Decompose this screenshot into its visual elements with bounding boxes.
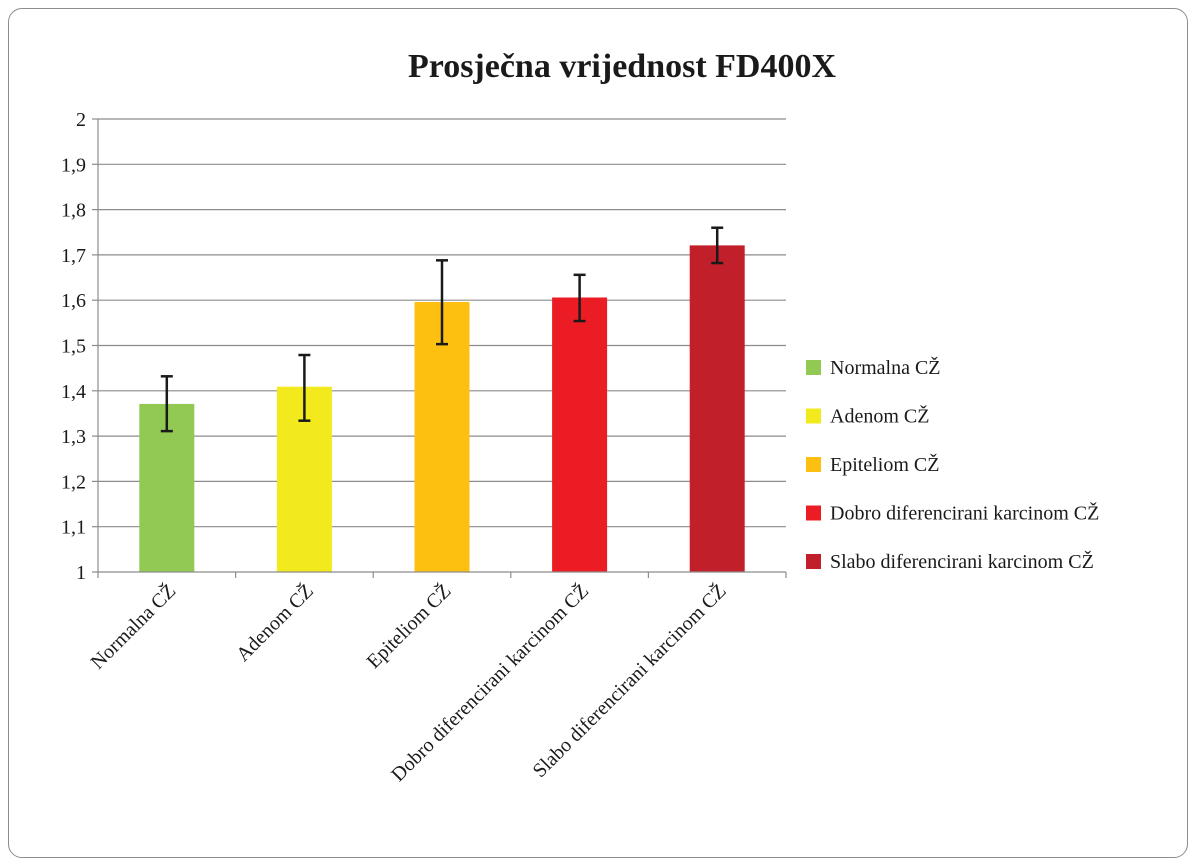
error-bars (160, 226, 724, 433)
legend-item: Epiteliom CŽ (806, 453, 939, 476)
legend-label: Epiteliom CŽ (830, 453, 939, 476)
error-bar (298, 353, 311, 422)
legend-label: Slabo diferencirani karcinom CŽ (830, 550, 1094, 573)
error-bar (573, 273, 586, 323)
axes (97, 119, 787, 578)
legend-swatch (806, 554, 821, 569)
legend-label: Normalna CŽ (830, 356, 941, 379)
error-bar (160, 375, 173, 433)
legend-item: Normalna CŽ (806, 356, 941, 379)
y-tick-label: 1,7 (61, 245, 86, 267)
legend-item: Dobro diferencirani karcinom CŽ (806, 502, 1099, 525)
error-bar (436, 259, 448, 346)
y-tick-label: 1,8 (61, 200, 86, 222)
y-tick-label: 1,9 (61, 154, 86, 176)
x-tick-label: Adenom CŽ (231, 579, 318, 666)
bar (689, 245, 745, 572)
y-tick-label: 1,5 (61, 336, 86, 358)
x-tick-label: Epiteliom CŽ (362, 579, 456, 673)
y-tick-label: 1,2 (61, 471, 86, 493)
legend-swatch (806, 505, 821, 521)
legend-item: Slabo diferencirani karcinom CŽ (806, 550, 1094, 573)
y-axis-ticks: 1 1,1 1,2 1,3 1,4 1,5 1,6 1,7 1,8 1,9 2 (61, 109, 98, 584)
legend-swatch (806, 360, 821, 375)
x-tick-label: Normalna CŽ (86, 579, 180, 673)
legend-label: Dobro diferencirani karcinom CŽ (830, 502, 1099, 525)
bars (139, 245, 745, 572)
chart-title: Prosječna vrijednost FD400X (408, 48, 837, 85)
error-bar (711, 226, 724, 265)
bar (414, 302, 470, 572)
bar (552, 297, 608, 572)
y-tick-label: 2 (76, 109, 86, 131)
legend-label: Adenom CŽ (830, 405, 929, 428)
legend: Normalna CŽ Adenom CŽ Epiteliom CŽ Dobro di… (806, 356, 1099, 573)
gridlines (98, 118, 786, 528)
legend-item: Adenom CŽ (806, 405, 929, 428)
y-tick-label: 1,4 (61, 381, 86, 403)
y-tick-label: 1 (76, 562, 86, 584)
legend-swatch (806, 408, 821, 424)
y-tick-label: 1,1 (61, 517, 86, 539)
legend-swatch (806, 457, 821, 472)
y-tick-label: 1,6 (61, 290, 86, 312)
y-tick-label: 1,3 (61, 426, 86, 448)
